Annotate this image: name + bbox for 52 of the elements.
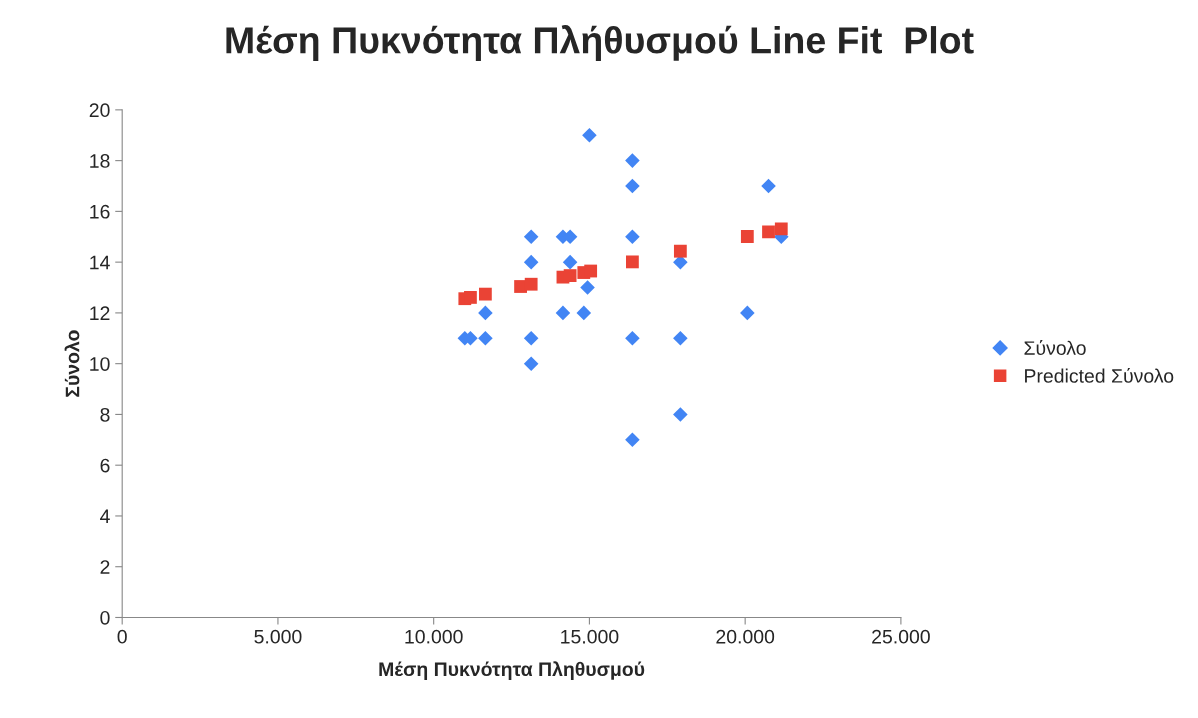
point bbox=[524, 277, 538, 291]
point bbox=[625, 229, 640, 245]
point bbox=[625, 331, 640, 346]
y-tick-label: 0 bbox=[100, 610, 110, 625]
x-tick-label: 20.000 bbox=[716, 629, 775, 644]
point bbox=[582, 127, 597, 143]
point bbox=[740, 305, 755, 321]
point bbox=[673, 407, 688, 422]
point bbox=[740, 230, 754, 243]
point bbox=[625, 153, 640, 168]
y-tick-label: 6 bbox=[100, 458, 110, 473]
point bbox=[478, 287, 492, 301]
y-tick-label: 4 bbox=[100, 509, 110, 523]
x-tick-label: 0 bbox=[117, 629, 127, 644]
y-tick-label: 16 bbox=[90, 204, 110, 219]
point bbox=[478, 331, 493, 346]
point bbox=[464, 291, 477, 304]
point bbox=[555, 305, 571, 321]
y-tick-label: 20 bbox=[89, 103, 110, 118]
point bbox=[523, 356, 539, 371]
x-axis-title: Μέση Πυκνότητα Πληθυσμού bbox=[379, 661, 645, 680]
point bbox=[562, 254, 578, 270]
point bbox=[774, 222, 788, 236]
x-tick-label: 5.000 bbox=[254, 629, 302, 644]
point bbox=[626, 255, 639, 269]
y-tick-label: 18 bbox=[90, 154, 110, 168]
point bbox=[584, 264, 598, 278]
point bbox=[673, 331, 688, 346]
point bbox=[673, 244, 687, 258]
y-tick-label: 8 bbox=[100, 407, 110, 422]
legend-label: Predicted Σύνολο bbox=[1025, 367, 1174, 383]
y-tick-label: 10 bbox=[90, 357, 110, 371]
x-tick-label: 15.000 bbox=[561, 629, 619, 644]
chart-title: Μέση Πυκνότητα Πλήθυσμού Line Fit Plot bbox=[226, 25, 974, 62]
point bbox=[523, 331, 539, 346]
point bbox=[625, 432, 640, 448]
point bbox=[478, 305, 493, 321]
point bbox=[576, 305, 592, 321]
y-tick-label: 2 bbox=[100, 560, 110, 574]
y-axis-title: Σύνολο bbox=[64, 330, 80, 397]
legend-label: Σύνολο bbox=[1024, 340, 1086, 355]
point bbox=[761, 178, 776, 194]
point bbox=[762, 225, 775, 239]
point bbox=[580, 280, 595, 295]
point bbox=[563, 269, 577, 282]
point bbox=[523, 254, 539, 270]
y-tick-label: 12 bbox=[90, 306, 110, 320]
x-tick-label: 25.000 bbox=[872, 629, 930, 644]
point bbox=[625, 178, 640, 194]
y-tick-label: 14 bbox=[90, 255, 110, 270]
x-tick-label: 10.000 bbox=[405, 629, 463, 644]
point bbox=[523, 229, 539, 245]
